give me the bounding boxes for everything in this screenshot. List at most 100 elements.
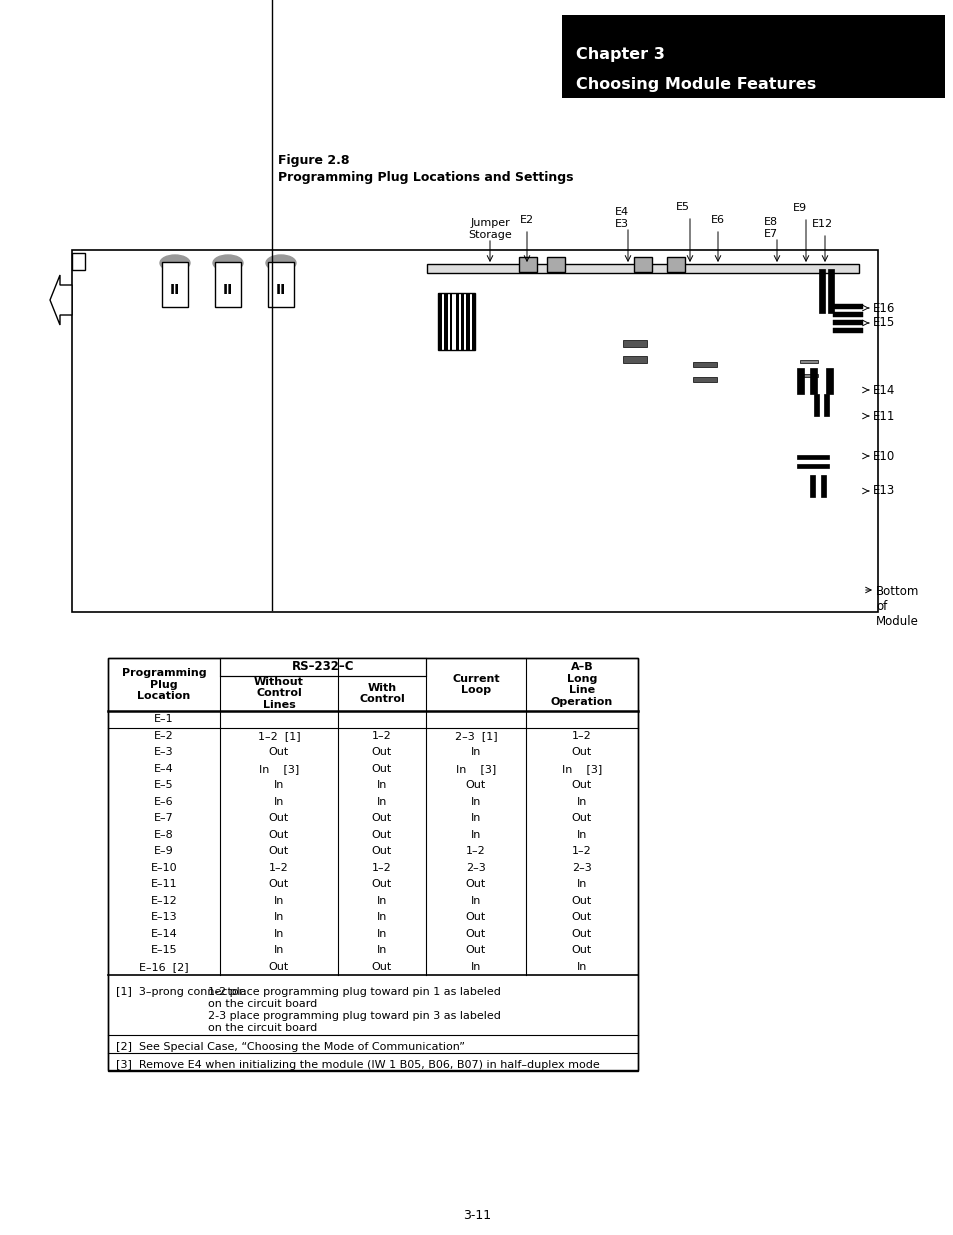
- Text: E–11: E–11: [151, 879, 177, 889]
- Text: Out: Out: [372, 830, 392, 840]
- Text: Out: Out: [269, 747, 289, 757]
- Bar: [108, 658, 638, 1071]
- Text: Out: Out: [269, 814, 289, 824]
- Text: Out: Out: [571, 781, 592, 790]
- Bar: [443, 293, 448, 350]
- Text: 1–2: 1–2: [572, 846, 591, 856]
- Text: Out: Out: [269, 879, 289, 889]
- Bar: [458, 293, 460, 350]
- Bar: [456, 293, 458, 350]
- Text: E–14: E–14: [151, 929, 177, 939]
- Text: Without
Control
Lines: Without Control Lines: [253, 677, 304, 710]
- Text: In: In: [376, 797, 387, 806]
- Bar: [518, 257, 537, 272]
- Text: E14: E14: [872, 384, 895, 396]
- Text: In: In: [471, 814, 480, 824]
- Bar: [823, 394, 828, 416]
- Text: E–12: E–12: [151, 895, 177, 905]
- Bar: [796, 368, 803, 394]
- Text: II: II: [275, 283, 286, 296]
- Bar: [796, 464, 828, 468]
- Polygon shape: [50, 275, 71, 325]
- Text: 1–2: 1–2: [466, 846, 485, 856]
- Text: Out: Out: [465, 913, 486, 923]
- Text: RS–232–C: RS–232–C: [292, 661, 354, 673]
- Text: E–9: E–9: [154, 846, 173, 856]
- Bar: [460, 293, 463, 350]
- Text: In: In: [376, 895, 387, 905]
- Text: E11: E11: [872, 410, 895, 422]
- Bar: [450, 293, 452, 350]
- Polygon shape: [71, 253, 85, 270]
- Text: Current
Loop: Current Loop: [452, 674, 499, 695]
- Text: E10: E10: [872, 450, 894, 462]
- Bar: [821, 475, 825, 496]
- Text: In: In: [376, 945, 387, 955]
- Text: 1–2: 1–2: [572, 731, 591, 741]
- Text: In: In: [471, 895, 480, 905]
- Bar: [622, 356, 646, 363]
- Bar: [220, 658, 426, 676]
- Text: 1–2: 1–2: [269, 863, 289, 873]
- Text: Out: Out: [571, 913, 592, 923]
- Bar: [825, 368, 832, 394]
- Text: E–1: E–1: [154, 714, 173, 724]
- Bar: [437, 293, 441, 350]
- Bar: [463, 293, 465, 350]
- Bar: [796, 454, 828, 459]
- Text: In    [3]: In [3]: [456, 763, 496, 774]
- Text: In: In: [376, 913, 387, 923]
- Text: [2]  See Special Case, “Choosing the Mode of Communication”: [2] See Special Case, “Choosing the Mode…: [116, 1042, 464, 1052]
- Bar: [832, 329, 862, 333]
- Bar: [108, 658, 638, 1070]
- Text: [3]  Remove E4 when initializing the module (IW 1 B05, B06, B07) in half–duplex : [3] Remove E4 when initializing the modu…: [116, 1060, 599, 1070]
- Bar: [813, 394, 818, 416]
- Text: In: In: [376, 781, 387, 790]
- Bar: [441, 293, 443, 350]
- Text: II: II: [223, 283, 233, 296]
- Text: 1–2: 1–2: [372, 863, 392, 873]
- Bar: [832, 312, 862, 317]
- Text: A–B
Long
Line
Operation: A–B Long Line Operation: [550, 662, 613, 706]
- Bar: [800, 359, 817, 363]
- Text: Out: Out: [372, 846, 392, 856]
- Bar: [818, 269, 824, 312]
- Text: 1–2  [1]: 1–2 [1]: [257, 731, 300, 741]
- Text: Out: Out: [465, 879, 486, 889]
- Text: In: In: [577, 879, 587, 889]
- Text: E12: E12: [811, 219, 832, 228]
- Text: Jumper
Storage: Jumper Storage: [468, 219, 512, 240]
- Text: Out: Out: [372, 747, 392, 757]
- Text: 2–3  [1]: 2–3 [1]: [455, 731, 497, 741]
- Text: In: In: [471, 962, 480, 972]
- Bar: [692, 362, 717, 367]
- Bar: [546, 257, 564, 272]
- Text: 3-11: 3-11: [462, 1209, 491, 1221]
- Text: E–15: E–15: [151, 945, 177, 955]
- Text: II: II: [170, 283, 180, 296]
- Text: In: In: [577, 797, 587, 806]
- Bar: [437, 293, 475, 350]
- Text: In: In: [471, 797, 480, 806]
- Text: Programming
Plug
Location: Programming Plug Location: [122, 668, 206, 701]
- Bar: [832, 320, 862, 325]
- Bar: [472, 293, 475, 350]
- Bar: [162, 262, 188, 308]
- Text: In: In: [274, 797, 284, 806]
- Text: E15: E15: [872, 316, 894, 330]
- Text: Out: Out: [269, 846, 289, 856]
- Text: on the circuit board: on the circuit board: [208, 1023, 317, 1032]
- Text: Out: Out: [571, 747, 592, 757]
- Text: Out: Out: [372, 814, 392, 824]
- Bar: [809, 475, 814, 496]
- Text: In: In: [274, 781, 284, 790]
- Bar: [268, 262, 294, 308]
- Text: E–6: E–6: [154, 797, 173, 806]
- Text: E–2: E–2: [154, 731, 173, 741]
- Text: Programming Plug Locations and Settings: Programming Plug Locations and Settings: [277, 170, 573, 184]
- Bar: [800, 374, 817, 377]
- Text: Out: Out: [465, 781, 486, 790]
- Bar: [448, 293, 450, 350]
- Text: on the circuit board: on the circuit board: [208, 999, 317, 1009]
- Ellipse shape: [266, 254, 295, 270]
